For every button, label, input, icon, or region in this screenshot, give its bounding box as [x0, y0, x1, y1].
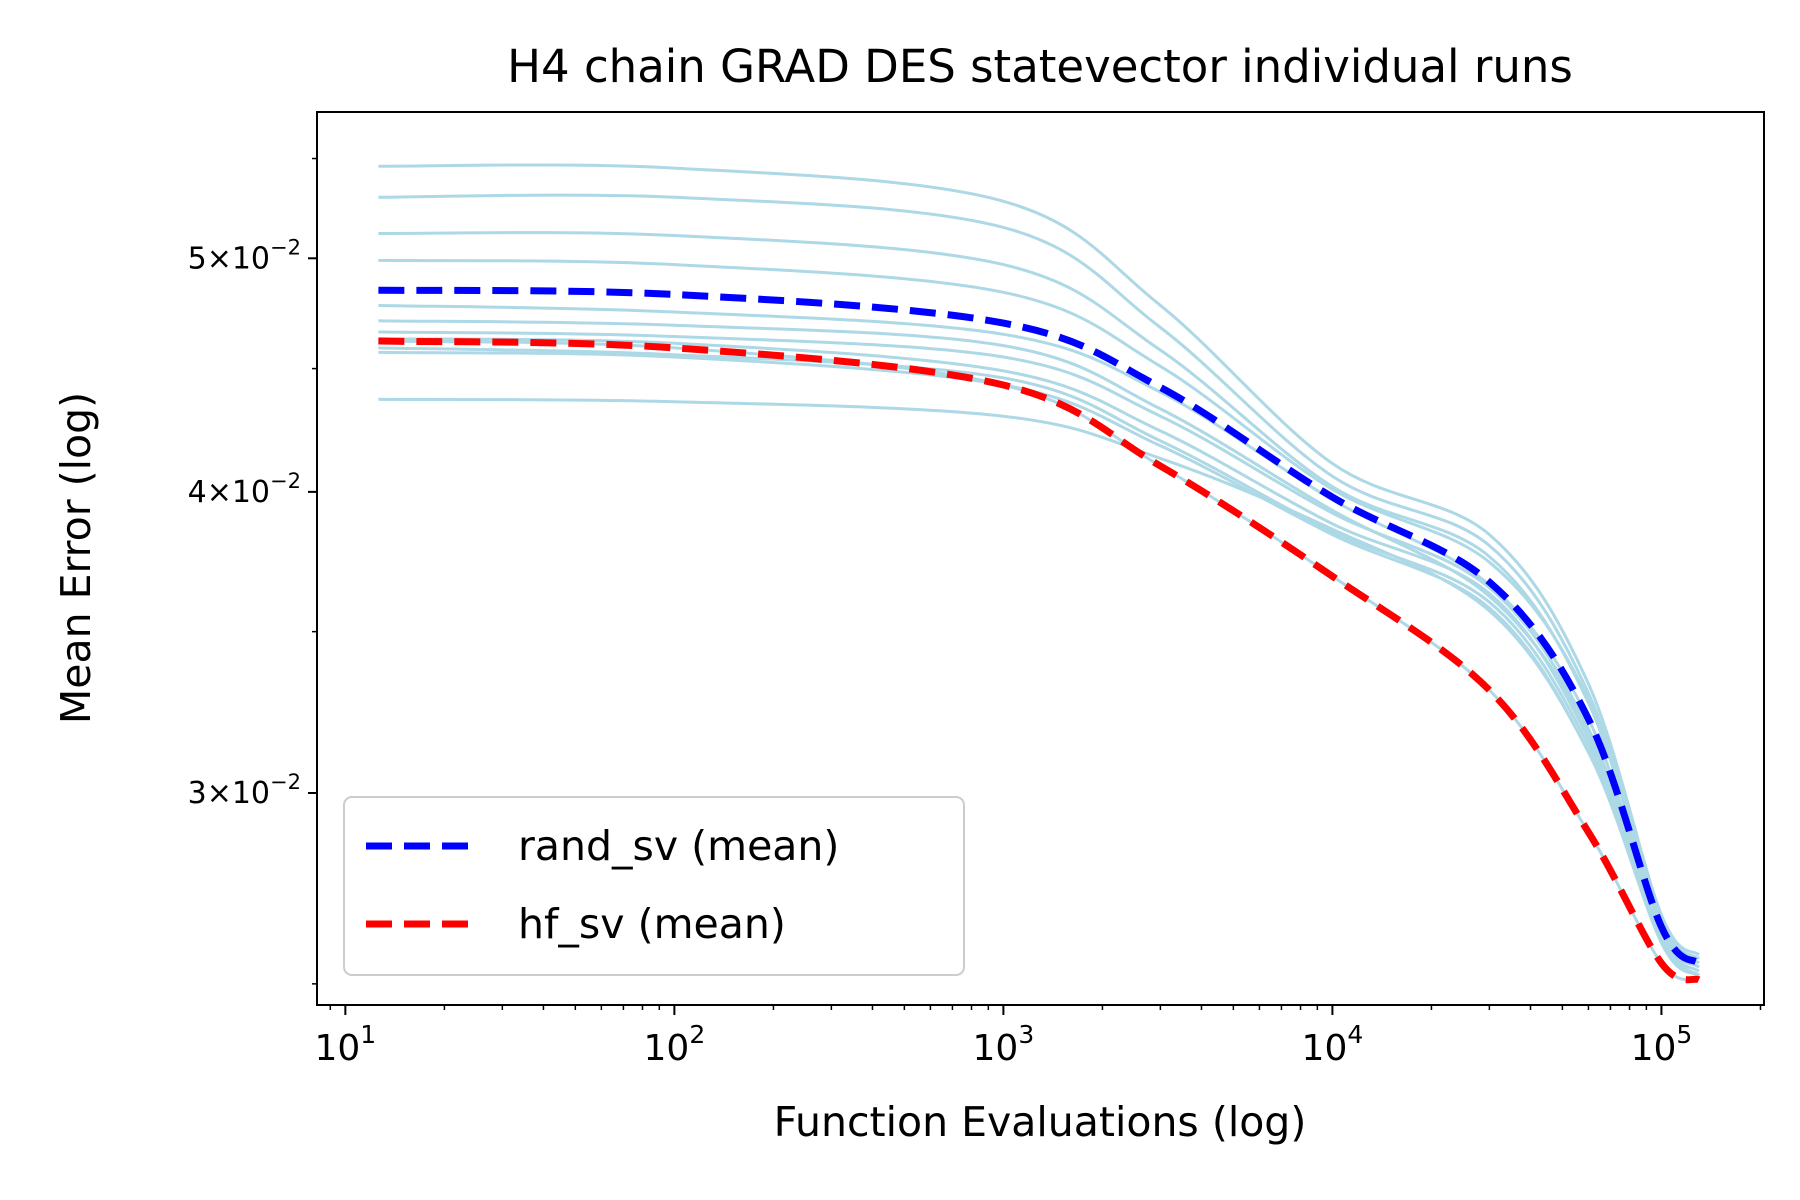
run-line-9	[378, 346, 1700, 977]
chart-title: H4 chain GRAD DES statevector individual…	[507, 40, 1573, 93]
run-line-11	[378, 397, 1700, 977]
run-line-1	[378, 163, 1700, 957]
y-tick-label: 3×10−2	[188, 770, 301, 811]
y-axis-label: Mean Error (log)	[52, 392, 100, 724]
hf-sv-mean-line	[378, 337, 1701, 984]
legend-label: hf_sv (mean)	[518, 900, 786, 948]
legend-label: rand_sv (mean)	[518, 822, 839, 870]
mean-series	[378, 286, 1702, 984]
plot-frame	[316, 111, 1765, 1006]
legend: rand_sv (mean) hf_sv (mean)	[343, 796, 965, 976]
x-tick-label: 102	[644, 1020, 706, 1069]
x-tick-label: 104	[1302, 1020, 1364, 1069]
x-tick-label: 101	[314, 1020, 376, 1069]
rand-sv-mean-line	[378, 286, 1702, 967]
y-tick-label: 5×10−2	[188, 235, 301, 276]
run-line-4	[378, 258, 1700, 961]
y-tick-label: 4×10−2	[188, 469, 301, 510]
x-tick-label: 103	[973, 1020, 1035, 1069]
y-axis: 3×10−2 4×10−2 5×10−2	[188, 157, 317, 985]
x-axis-label: Function Evaluations (log)	[774, 1098, 1307, 1146]
x-tick-label: 105	[1631, 1020, 1693, 1069]
legend-box	[343, 796, 965, 976]
x-axis: 101 102 103 104 105	[314, 1005, 1762, 1069]
run-line-8	[378, 337, 1700, 973]
